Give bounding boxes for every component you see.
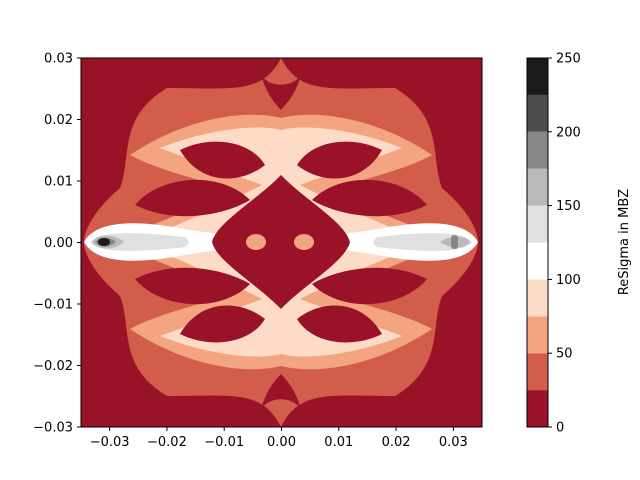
x-tick-label: −0.03 — [90, 435, 130, 450]
y-tick-label: 0.00 — [44, 236, 73, 251]
y-tick-label: 0.02 — [44, 113, 73, 128]
central-diamond-region — [212, 175, 350, 309]
colorbar-segment — [527, 58, 548, 95]
colorbar-segment — [527, 353, 548, 391]
colorbar-segment — [527, 390, 548, 427]
colorbar-segments — [527, 58, 548, 427]
contour-fill-level-9 — [98, 238, 110, 246]
lower-left-pocket — [135, 267, 250, 305]
upper-left-pocket — [135, 179, 250, 217]
colorbar-segment — [527, 316, 548, 354]
y-tick-label: −0.03 — [33, 421, 73, 436]
x-tick-label: 0.01 — [324, 435, 353, 450]
upper-right-pocket — [312, 179, 427, 217]
contour-fill-level-5-right — [373, 233, 472, 251]
x-axis: −0.03 −0.02 −0.01 0.00 0.01 0.02 0.03 — [90, 427, 468, 450]
y-tick-label: −0.02 — [33, 359, 73, 374]
lower-right-pocket — [312, 267, 427, 305]
bottom-tongue — [261, 374, 301, 409]
colorbar-segment — [527, 279, 548, 317]
colorbar-segment — [527, 168, 548, 206]
x-tick-label: −0.02 — [147, 435, 187, 450]
colorbar-tick-label: 0 — [556, 421, 564, 436]
y-tick-label: 0.03 — [44, 52, 73, 67]
colorbar-tick-label: 100 — [556, 273, 581, 288]
y-tick-label: −0.01 — [33, 298, 73, 313]
colorbar-tick-label: 50 — [556, 347, 573, 362]
colorbar-tick-label: 250 — [556, 52, 581, 67]
colorbar-tick-label: 150 — [556, 199, 581, 214]
colorbar-label: ReSigma in MBZ — [617, 189, 632, 295]
y-axis: 0.03 0.02 0.01 0.00 −0.01 −0.02 −0.03 — [33, 52, 81, 436]
colorbar-segment — [527, 131, 548, 169]
colorbar-segment — [527, 94, 548, 132]
colorbar-segment — [527, 205, 548, 243]
colorbar-frame — [526, 57, 549, 428]
upper-inner-left-pocket — [180, 141, 265, 179]
y-tick-label: 0.01 — [44, 175, 73, 190]
x-tick-label: 0.02 — [382, 435, 411, 450]
contour-plot-area — [81, 58, 482, 427]
x-tick-label: −0.01 — [204, 435, 244, 450]
center-spot-right — [294, 234, 314, 250]
colorbar-tick-label: 200 — [556, 125, 581, 140]
colorbar: 0 50 100 150 200 250 ReSigma in MBZ — [526, 52, 632, 436]
lower-inner-left-pocket — [180, 305, 265, 343]
contour-fill-level-7-right — [451, 235, 458, 249]
upper-inner-right-pocket — [297, 141, 382, 179]
center-spot-left — [246, 234, 266, 250]
colorbar-segment — [527, 242, 548, 280]
x-tick-label: 0.00 — [267, 435, 296, 450]
top-tongue — [261, 75, 301, 110]
x-tick-label: 0.03 — [439, 435, 468, 450]
colorbar-axis: 0 50 100 150 200 250 — [548, 52, 581, 436]
lower-inner-right-pocket — [297, 305, 382, 343]
